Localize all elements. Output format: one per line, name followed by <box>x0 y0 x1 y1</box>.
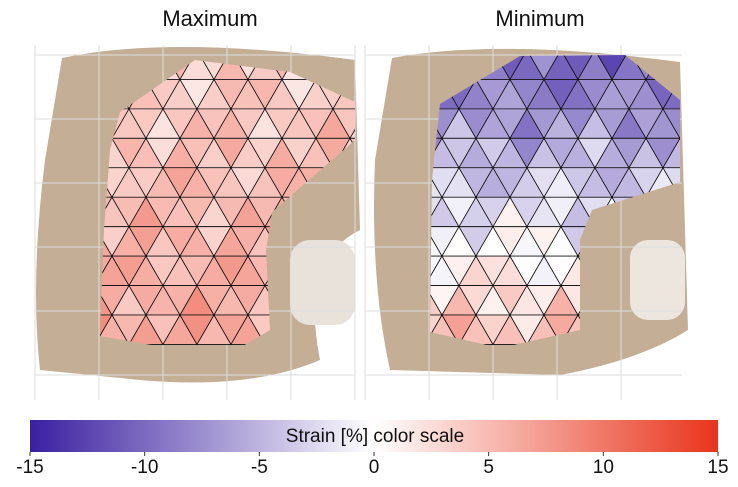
mesh-triangle <box>662 108 680 140</box>
mesh-triangle <box>714 286 738 315</box>
mesh-triangle <box>731 138 738 167</box>
mesh-triangle <box>714 256 738 285</box>
mesh-triangle <box>714 79 738 108</box>
mesh-triangle <box>697 197 731 226</box>
mesh-triangle <box>714 138 738 167</box>
mesh-triangle <box>662 167 680 199</box>
tick-label: 15 <box>707 457 728 478</box>
tick-label: 5 <box>483 457 494 478</box>
mesh-triangle <box>714 315 738 344</box>
colorbar-ticks: -15 -10 -5 0 5 10 15 <box>16 452 729 478</box>
mesh-triangle <box>679 108 680 139</box>
mesh-triangle <box>714 168 738 197</box>
panel-title: Maximum <box>162 6 257 31</box>
colorbar-label: Strain [%] color scale <box>286 426 464 447</box>
tick-label: -5 <box>251 457 268 478</box>
mesh-triangle <box>697 109 731 138</box>
mesh-triangle <box>679 79 680 110</box>
mesh-triangle <box>697 168 731 197</box>
mesh-triangle <box>731 256 738 285</box>
mesh-triangle <box>731 79 738 108</box>
mesh-triangle <box>697 50 731 79</box>
mesh-triangle <box>714 227 738 256</box>
mesh-triangle <box>679 137 680 169</box>
panel-title: Minimum <box>495 6 584 31</box>
mesh-triangle <box>332 108 355 140</box>
mesh-triangle <box>714 109 738 138</box>
mesh-triangle <box>662 78 680 110</box>
mesh-triangle <box>679 166 680 198</box>
mesh-triangle <box>697 227 731 256</box>
mesh-triangle <box>679 196 680 228</box>
mesh-triangle <box>697 79 731 108</box>
mesh-triangle <box>697 315 731 344</box>
mesh-triangle <box>697 138 731 167</box>
tick-label: 10 <box>593 457 614 478</box>
mesh-triangle <box>697 286 731 315</box>
mesh-triangle <box>714 197 738 226</box>
colorbar <box>30 420 718 452</box>
mesh-triangle <box>662 137 680 169</box>
tick-label: -10 <box>131 457 158 478</box>
mesh-triangle <box>697 256 731 285</box>
tick-label: 0 <box>369 457 380 478</box>
mesh-triangle <box>731 197 738 226</box>
mesh-triangle <box>731 315 738 344</box>
tick-label: -15 <box>16 457 43 478</box>
mesh-triangle <box>679 55 680 80</box>
mesh-triangle <box>714 50 738 79</box>
